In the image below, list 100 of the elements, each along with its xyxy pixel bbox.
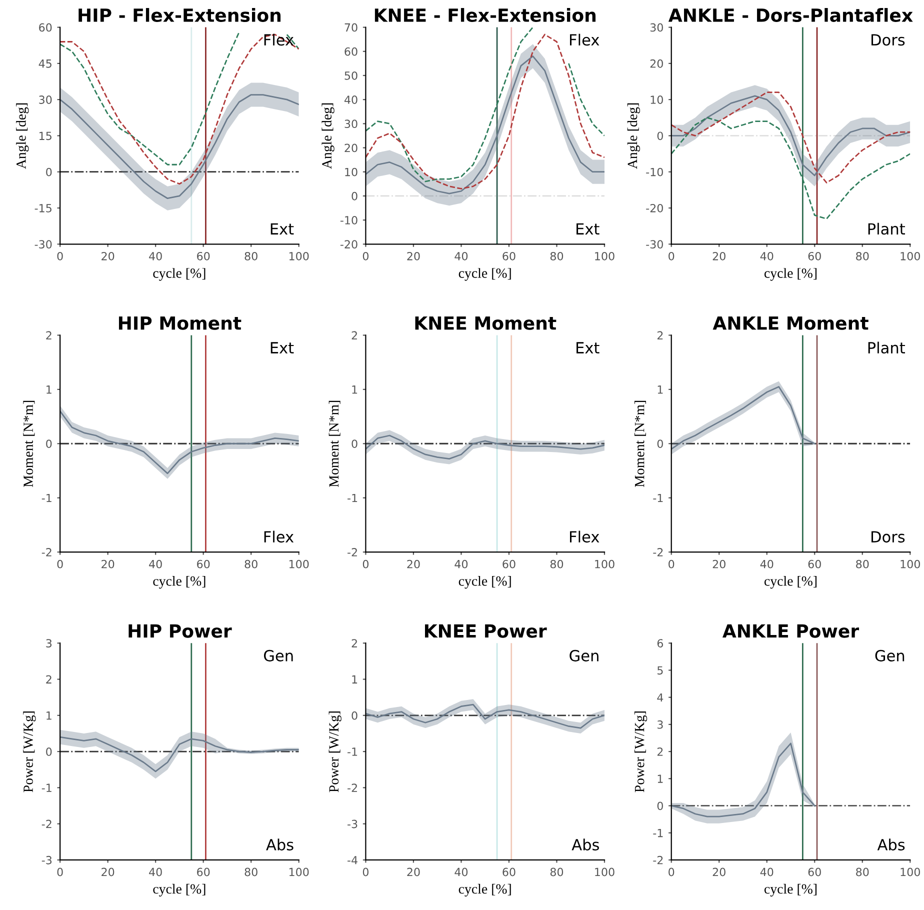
line-series bbox=[60, 736, 299, 772]
x-tick-label: 40 bbox=[454, 252, 468, 260]
y-tick-label: 0 bbox=[657, 440, 663, 448]
annotation: Abs bbox=[572, 838, 599, 850]
x-axis-title: cycle [%] bbox=[764, 268, 817, 281]
line-series bbox=[671, 742, 816, 818]
x-tick-label: 40 bbox=[454, 560, 468, 568]
y-tick-label: 0 bbox=[46, 168, 52, 176]
x-tick-label: 40 bbox=[760, 868, 774, 876]
line-series bbox=[366, 434, 604, 460]
y-tick-label: -1 bbox=[653, 828, 663, 838]
y-tick-label: -15 bbox=[34, 204, 52, 212]
y-tick-label: -2 bbox=[42, 820, 52, 828]
y-tick-label: 1 bbox=[352, 386, 358, 394]
y-tick-label: 1 bbox=[658, 774, 663, 783]
x-tick-label: 60 bbox=[197, 868, 210, 876]
x-tick-label: 0 bbox=[668, 868, 674, 876]
x-axis-title: cycle [%] bbox=[153, 576, 206, 589]
x-tick-label: 40 bbox=[760, 560, 774, 568]
y-tick-label: 1 bbox=[46, 386, 52, 394]
x-tick-label: 20 bbox=[102, 560, 114, 568]
annotation: Abs bbox=[877, 838, 905, 850]
y-axis-title: Moment [N*m] bbox=[328, 400, 340, 488]
x-tick-label: 100 bbox=[900, 252, 920, 260]
x-axis-title: cycle [%] bbox=[764, 576, 817, 589]
y-tick-label: 2 bbox=[352, 331, 357, 340]
x-tick-label: 20 bbox=[407, 252, 420, 260]
y-tick-label: -3 bbox=[42, 856, 52, 864]
y-tick-label: -20 bbox=[646, 204, 663, 212]
annotation: Gen bbox=[264, 650, 293, 662]
y-tick-label: 20 bbox=[650, 59, 663, 68]
y-tick-label: 40 bbox=[344, 96, 358, 104]
annotation: Ext bbox=[270, 223, 294, 234]
x-tick-label: 60 bbox=[197, 252, 210, 260]
chart-title: ANKLE Moment bbox=[712, 316, 868, 330]
y-tick-label: -2 bbox=[348, 784, 357, 792]
y-tick-label: 20 bbox=[344, 144, 358, 152]
y-tick-label: 2 bbox=[46, 675, 52, 684]
x-tick-label: 100 bbox=[900, 868, 920, 876]
y-tick-label: 2 bbox=[657, 331, 663, 340]
x-tick-label: 0 bbox=[668, 560, 674, 568]
y-tick-label: 1 bbox=[46, 712, 52, 720]
chart-title: HIP Power bbox=[128, 624, 232, 638]
y-tick-label: 0 bbox=[657, 802, 663, 810]
y-tick-label: 30 bbox=[39, 96, 52, 104]
y-axis-title: Power [W/Kg] bbox=[634, 711, 648, 792]
x-tick-label: 80 bbox=[244, 560, 258, 568]
x-axis-title: cycle [%] bbox=[458, 576, 511, 589]
annotation: Ext bbox=[270, 342, 294, 354]
y-axis-title: Moment [N*m] bbox=[634, 400, 646, 488]
x-tick-label: 100 bbox=[595, 252, 614, 260]
chart-title: HIP - Flex-Extension bbox=[78, 8, 281, 22]
y-tick-label: 45 bbox=[38, 60, 52, 68]
x-tick-label: 0 bbox=[362, 868, 369, 876]
line-series bbox=[671, 116, 910, 220]
y-tick-label: 0 bbox=[46, 440, 52, 448]
x-tick-label: 0 bbox=[668, 252, 674, 260]
y-tick-label: 70 bbox=[344, 23, 358, 32]
x-tick-label: 60 bbox=[197, 560, 210, 568]
x-tick-label: 100 bbox=[595, 560, 614, 568]
x-tick-label: 40 bbox=[149, 252, 162, 260]
x-tick-label: 80 bbox=[550, 868, 564, 876]
y-tick-label: 1 bbox=[658, 386, 663, 394]
chart-title: HIP Moment bbox=[118, 316, 242, 330]
y-tick-label: -2 bbox=[653, 548, 663, 556]
y-tick-label: 3 bbox=[46, 639, 52, 648]
annotation: Plant bbox=[868, 222, 905, 235]
y-tick-label: -2 bbox=[653, 856, 663, 864]
y-tick-label: -1 bbox=[348, 748, 358, 756]
line-series bbox=[366, 704, 604, 729]
x-tick-label: 100 bbox=[289, 560, 309, 568]
x-axis-title: cycle [%] bbox=[458, 268, 511, 281]
annotation: Abs bbox=[266, 838, 294, 850]
x-tick-label: 60 bbox=[808, 560, 821, 568]
y-tick-label: -30 bbox=[646, 240, 663, 249]
y-tick-label: 30 bbox=[344, 120, 358, 128]
y-tick-label: -1 bbox=[42, 784, 52, 792]
y-axis-title: Angle [deg] bbox=[16, 103, 29, 169]
y-tick-label: 2 bbox=[657, 748, 663, 756]
annotation: Dors bbox=[872, 34, 905, 46]
x-tick-label: 40 bbox=[760, 252, 774, 260]
chart-title: ANKLE Power bbox=[722, 624, 860, 638]
x-tick-label: 20 bbox=[712, 868, 726, 876]
y-tick-label: 0 bbox=[352, 440, 358, 448]
y-tick-label: 0 bbox=[657, 132, 663, 140]
chart-title: KNEE Power bbox=[424, 624, 547, 638]
annotation: Gen bbox=[570, 650, 598, 662]
y-tick-label: 30 bbox=[650, 23, 663, 32]
x-axis-title: cycle [%] bbox=[458, 884, 511, 897]
x-tick-label: 0 bbox=[362, 560, 369, 568]
y-tick-label: 60 bbox=[344, 47, 358, 56]
y-tick-label: 10 bbox=[345, 168, 358, 176]
y-tick-label: 2 bbox=[46, 331, 52, 340]
y-axis-title: Power [W/Kg] bbox=[328, 711, 342, 792]
x-tick-label: 100 bbox=[289, 252, 309, 260]
annotation: Ext bbox=[576, 223, 600, 234]
y-tick-label: 5 bbox=[658, 666, 663, 675]
chart-title: ANKLE - Dors-Plantaflex bbox=[668, 8, 913, 22]
y-axis-title: Angle [deg] bbox=[627, 103, 640, 169]
x-tick-label: 20 bbox=[407, 560, 420, 568]
